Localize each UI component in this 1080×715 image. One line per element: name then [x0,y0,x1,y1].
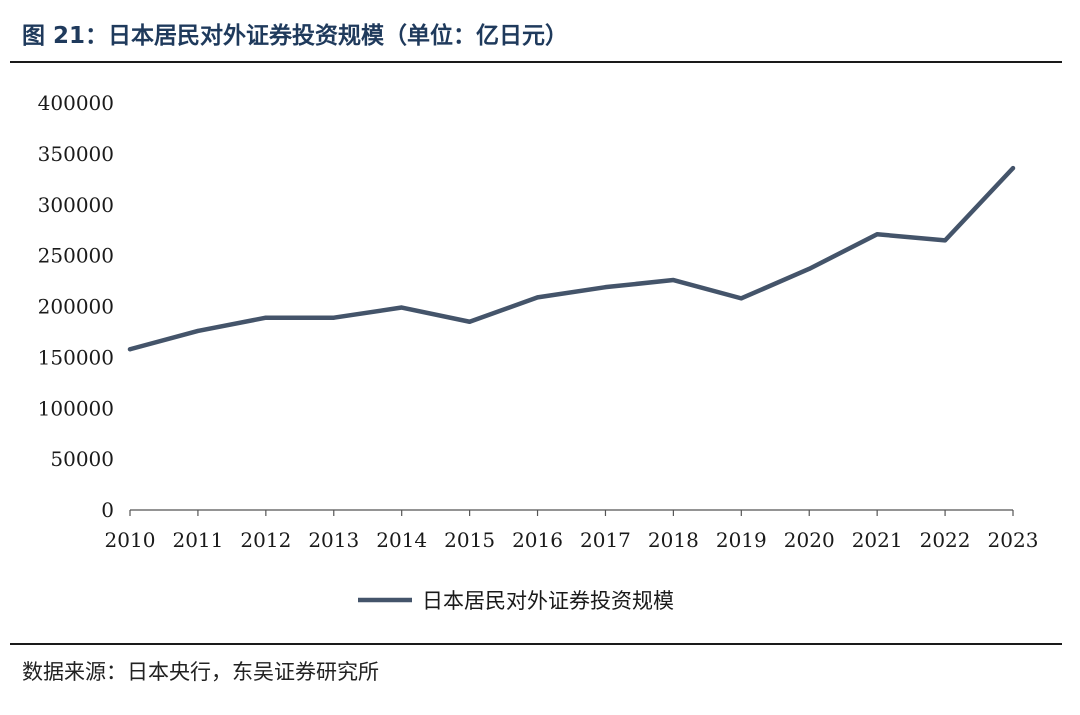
data-point [807,266,812,271]
x-tick-label: 2020 [784,528,835,552]
x-axis-ticks: 2010 2011 2012 2013 2014 2015 2016 2017 2018 2019… [105,528,1039,552]
data-point [603,285,608,290]
x-tick-label: 2014 [376,528,427,552]
series-group [127,165,1016,352]
source-note: 数据来源：日本央行，东吴证券研究所 [22,660,379,684]
y-tick-label: 250000 [38,244,114,268]
data-point [399,305,404,310]
y-tick-label: 400000 [38,91,114,115]
x-axis-tick-marks [129,510,1014,516]
y-tick-label: 300000 [38,193,114,217]
data-point [467,319,472,324]
x-tick-label: 2015 [444,528,495,552]
legend-label: 日本居民对外证券投资规模 [422,589,674,613]
y-tick-label: 50000 [50,447,114,471]
data-point [739,296,744,301]
data-point [671,278,676,283]
x-tick-label: 2016 [512,528,563,552]
data-point [331,315,336,320]
data-point [875,232,880,237]
x-tick-label: 2022 [920,528,971,552]
legend: 日本居民对外证券投资规模 [358,589,674,613]
x-tick-label: 2017 [580,528,631,552]
top-rule [10,61,1062,63]
x-tick-label: 2019 [716,528,767,552]
x-tick-label: 2018 [648,528,699,552]
x-tick-label: 2010 [105,528,156,552]
data-point [943,238,948,243]
x-tick-label: 2021 [852,528,903,552]
series-line [127,165,1016,352]
x-tick-label: 2013 [308,528,359,552]
y-tick-label: 150000 [38,345,114,369]
data-point [535,295,540,300]
data-point [1011,166,1015,171]
y-axis-ticks: 0 50000 100000 150000 200000 250000 300000 3500… [38,91,114,522]
bottom-rule [10,643,1062,645]
x-tick-label: 2023 [988,528,1039,552]
y-tick-label: 350000 [38,142,114,166]
data-point [195,328,200,333]
data-point [263,315,268,320]
x-tick-label: 2012 [240,528,291,552]
x-tick-label: 2011 [172,528,223,552]
y-tick-label: 200000 [38,295,114,319]
y-tick-label: 100000 [38,396,114,420]
figure-title: 图 21：日本居民对外证券投资规模（单位：亿日元） [22,23,569,49]
y-tick-label: 0 [101,498,114,522]
data-point [128,347,132,352]
